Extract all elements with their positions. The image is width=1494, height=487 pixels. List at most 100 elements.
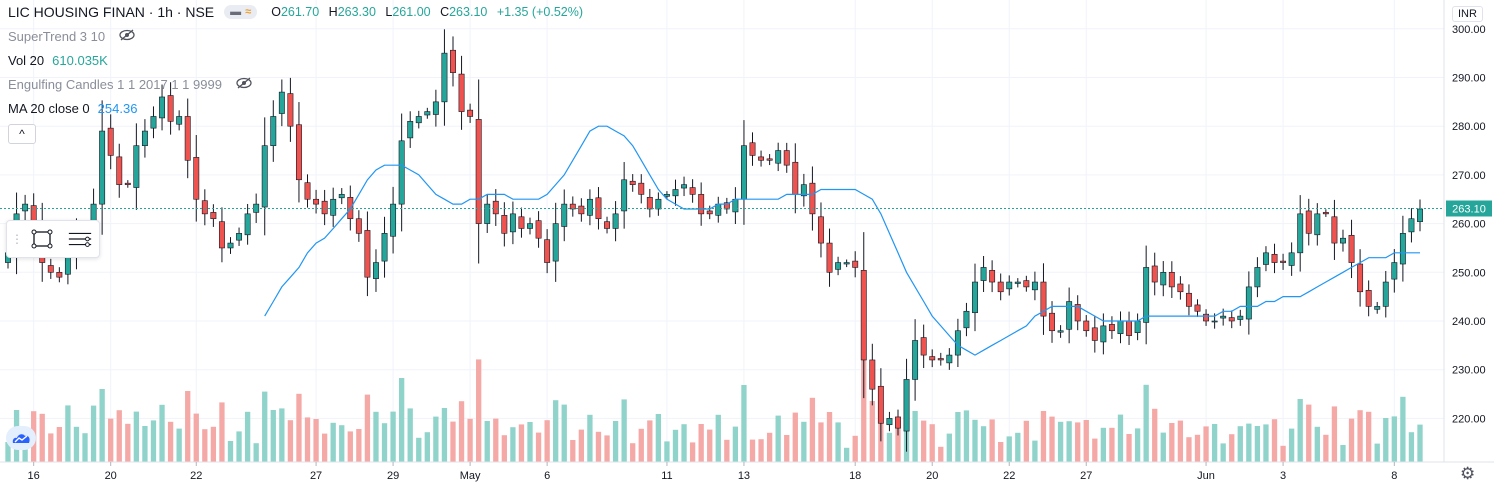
eye-off-icon[interactable] — [236, 76, 252, 92]
grip-icon[interactable]: ⋮ — [11, 232, 23, 246]
volume-bar — [766, 432, 773, 462]
candle-body — [1280, 260, 1287, 263]
volume-bar — [1023, 420, 1030, 462]
candle-body — [1203, 313, 1210, 322]
rectangle-tool-icon[interactable] — [29, 226, 55, 252]
candle-body — [646, 196, 653, 210]
legend-engulfing[interactable]: Engulfing Candles 1 1 2017 1 1 9999 — [8, 72, 589, 96]
volume-bar — [73, 426, 80, 462]
volume-bar — [476, 359, 482, 462]
collapse-legend-button[interactable]: ^ — [8, 124, 36, 144]
candle-body — [1365, 290, 1372, 307]
volume-bar — [1040, 411, 1047, 462]
chip-wave-icon: ≈ — [245, 6, 252, 18]
candle-body — [1023, 280, 1030, 288]
volume-bar — [604, 435, 610, 462]
lines-tool-icon[interactable] — [67, 226, 93, 252]
volume-bar — [82, 433, 88, 462]
candle-body — [629, 180, 636, 185]
gear-icon[interactable]: ⚙ — [1460, 464, 1476, 483]
volume-bar — [253, 443, 259, 462]
volume-bar — [732, 426, 739, 462]
volume-bar — [1134, 428, 1141, 462]
volume-bar — [655, 414, 662, 462]
volume-bar — [48, 433, 54, 462]
volume-bar — [1057, 421, 1064, 462]
time-tick-label: 3 — [1280, 470, 1286, 482]
candle-body — [535, 220, 542, 239]
volume-bar — [424, 432, 430, 462]
candle-body — [270, 116, 277, 146]
candle-body — [1382, 281, 1389, 307]
time-tick-label: 27 — [1080, 470, 1092, 482]
volume-bar — [1220, 443, 1226, 462]
volume-bar — [698, 424, 704, 462]
volume-bar — [1032, 440, 1038, 462]
candle-body — [1340, 237, 1346, 244]
legend-supertrend[interactable]: SuperTrend 3 10 — [8, 24, 589, 48]
candle-body — [1348, 234, 1355, 263]
volume-bar — [398, 378, 405, 462]
eye-off-icon[interactable] — [119, 28, 135, 44]
currency-label[interactable]: INR — [1452, 6, 1483, 22]
volume-bar — [681, 424, 687, 462]
volume-bar — [1340, 445, 1346, 462]
candle-body — [107, 127, 114, 156]
volume-bar — [1280, 445, 1286, 462]
volume-bar — [775, 415, 781, 462]
candle-body — [672, 189, 679, 197]
volume-bar — [210, 426, 217, 462]
symbol-title[interactable]: LIC HOUSING FINAN · 1h · NSE — [8, 4, 215, 20]
volume-bar — [407, 408, 413, 462]
candle-body — [1006, 281, 1013, 290]
price-tick-label: 220.00 — [1452, 413, 1486, 425]
volume-bar — [441, 408, 448, 462]
volume-bar — [202, 429, 208, 462]
candle-body — [1245, 286, 1252, 320]
candle-body — [227, 242, 234, 249]
volume-bar — [99, 389, 105, 462]
candle-body — [467, 109, 474, 117]
volume-bar — [912, 411, 918, 462]
volume-bar — [1152, 408, 1158, 462]
volume-bar — [809, 397, 816, 462]
volume-bar — [347, 431, 353, 462]
legend-ma[interactable]: MA 20 close 0 254.36 — [8, 96, 589, 120]
volume-bar — [1117, 414, 1124, 462]
candle-body — [1314, 213, 1321, 236]
compare-chip[interactable]: ▬ ≈ — [224, 5, 258, 19]
volume-bar — [612, 421, 619, 462]
volume-bar — [270, 410, 276, 462]
candle-body — [1108, 324, 1115, 332]
candle-body — [450, 49, 456, 73]
volume-bar — [672, 429, 679, 462]
candle-body — [655, 198, 662, 210]
candle-body — [141, 130, 148, 146]
volume-bar — [1254, 426, 1261, 462]
tradingview-logo-icon[interactable] — [6, 426, 36, 450]
volume-bar — [433, 416, 439, 462]
candle-body — [1083, 320, 1090, 332]
candle-body — [989, 270, 996, 283]
volume-bar — [1331, 406, 1338, 462]
volume-bar — [313, 419, 319, 462]
candle-body — [544, 239, 551, 263]
candle-body — [518, 216, 525, 229]
legend-volume[interactable]: Vol 20 610.035K — [8, 48, 589, 72]
volume-bar — [5, 442, 11, 462]
volume-bar — [1400, 396, 1406, 462]
candle-body — [1091, 327, 1098, 341]
volume-bar — [381, 423, 388, 462]
volume-bar — [1237, 426, 1243, 462]
candle-body — [1057, 330, 1064, 333]
volume-bar — [176, 428, 182, 462]
volume-bar — [664, 441, 670, 462]
volume-bar — [989, 419, 995, 462]
price-axis[interactable]: 220.00 230.00 240.00 250.00 260.00 270.00 280.… — [1452, 24, 1486, 426]
volume-bar — [784, 435, 790, 462]
candle-body — [261, 145, 268, 208]
volume-bar — [1357, 410, 1363, 462]
time-axis[interactable]: 16 20 22 27 29 May 6 11 13 18 20 22 27 Jun 3 8 — [28, 462, 1398, 482]
candle-body — [475, 119, 482, 224]
